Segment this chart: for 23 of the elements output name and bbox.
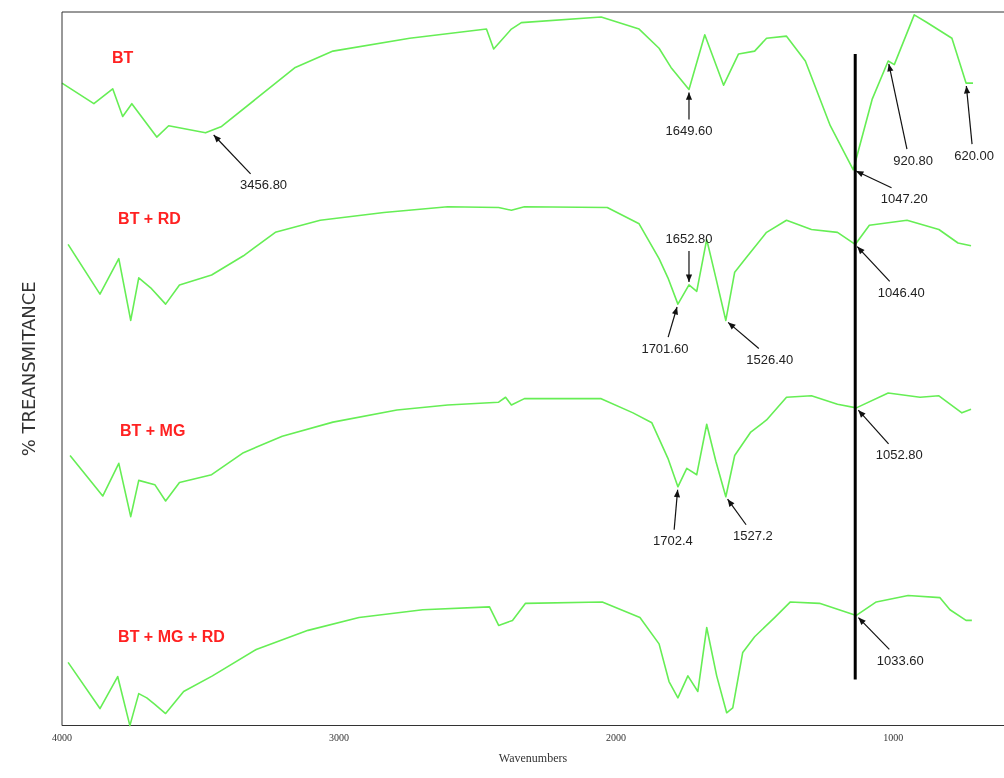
annotation: 1701.60	[641, 340, 689, 356]
annotation: 1652.80	[665, 230, 713, 246]
annotation: 1052.80	[875, 447, 923, 463]
annotation: 1649.60	[665, 123, 713, 139]
annotation: 620.00	[954, 147, 994, 163]
series-label: BT + MG	[120, 421, 186, 439]
y-axis-title: % TREANSMITANCE	[17, 281, 39, 457]
x-tick-label: 3000	[329, 732, 350, 744]
annotation: 920.80	[893, 152, 934, 168]
annotation: 1046.40	[877, 285, 925, 300]
series-label: BT + RD	[118, 210, 181, 228]
x-tick-label: 2000	[606, 732, 627, 744]
annotation: 3456.80	[240, 177, 288, 193]
annotation: 1527.2	[732, 528, 773, 544]
annotation: 1047.20	[880, 191, 928, 207]
series-label: BT	[112, 49, 134, 67]
annotation: 1033.60	[876, 653, 924, 669]
annotation: 1702.4	[653, 533, 693, 549]
x-tick-label: 1000	[883, 732, 904, 744]
annotation: 1526.40	[746, 352, 794, 368]
x-axis-title: Wavenumbers	[498, 750, 568, 765]
series-label: BT + MG + RD	[118, 628, 225, 646]
x-tick-label: 4000	[52, 732, 72, 744]
